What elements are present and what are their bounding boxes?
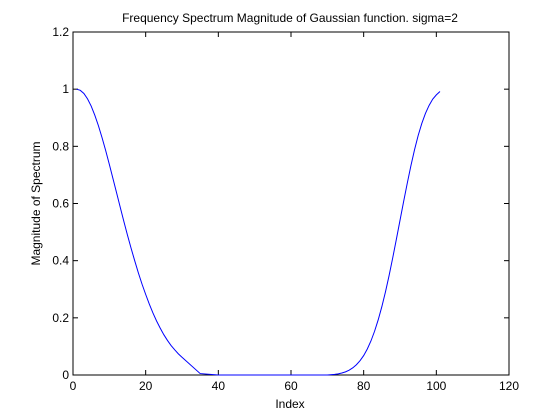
plot-area <box>72 31 510 376</box>
x-tick-label: 60 <box>284 379 298 393</box>
y-tick-label: 0.4 <box>52 254 69 268</box>
x-tick-label: 20 <box>139 379 153 393</box>
x-axis-label: Index <box>275 397 304 411</box>
chart-title: Frequency Spectrum Magnitude of Gaussian… <box>122 11 458 25</box>
y-tick-label: 1.2 <box>52 25 69 39</box>
y-tick-label: 0.8 <box>52 139 69 153</box>
y-tick-label: 1 <box>62 82 69 96</box>
y-tick-label: 0 <box>62 368 69 382</box>
x-tick-label: 0 <box>70 379 77 393</box>
x-tick-label: 100 <box>426 379 446 393</box>
y-axis-ticks: 0 0.2 0.4 0.6 0.8 1 1.2 <box>52 25 509 382</box>
y-tick-label: 0.6 <box>52 197 69 211</box>
x-tick-label: 120 <box>499 379 519 393</box>
y-axis-label: Magnitude of Spectrum <box>29 141 43 265</box>
x-tick-label: 80 <box>357 379 371 393</box>
x-tick-label: 40 <box>212 379 226 393</box>
series-line <box>76 88 441 376</box>
x-axis-ticks: 0 20 40 60 80 100 120 <box>70 32 519 393</box>
y-tick-label: 0.2 <box>52 311 69 325</box>
